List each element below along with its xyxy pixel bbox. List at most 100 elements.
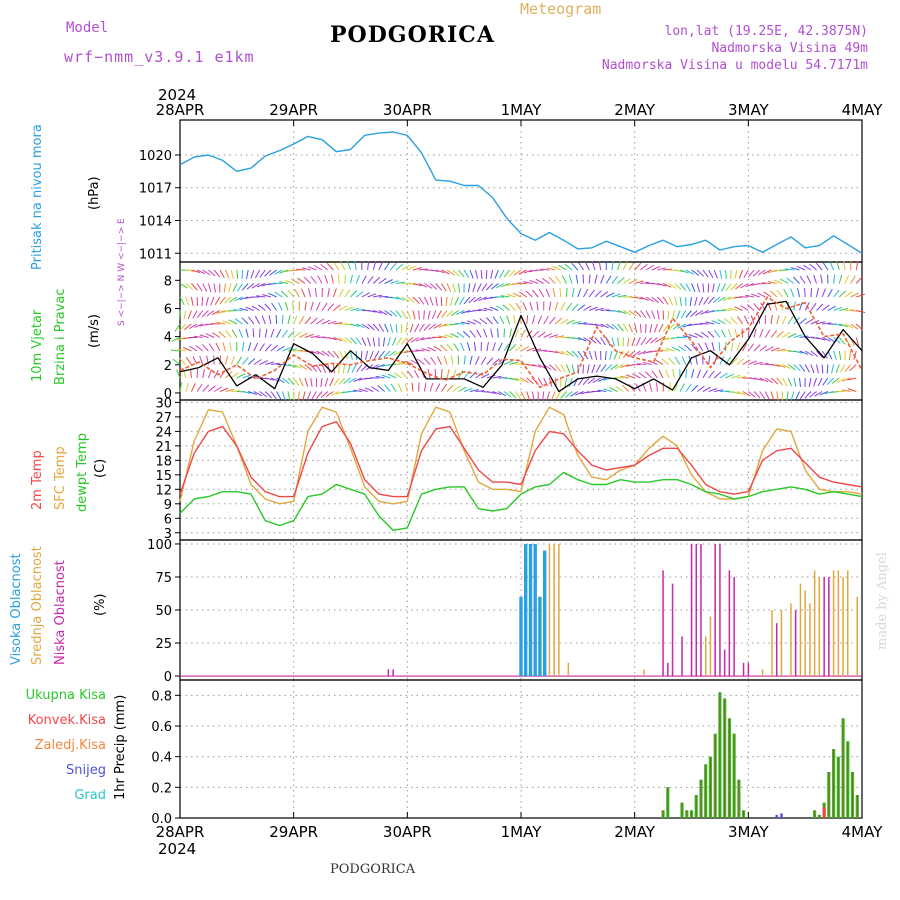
wind-arrow: [404, 360, 414, 365]
wind-arrow: [183, 310, 187, 320]
wind-arrow: [719, 269, 723, 279]
wind-arrow: [572, 337, 582, 341]
wind-arrow: [684, 344, 692, 352]
wind-arrow: [566, 350, 574, 357]
wind-arrow: [582, 377, 590, 385]
wind-arrow: [543, 364, 552, 371]
wind-arrow: [555, 275, 562, 284]
wind-arrow: [799, 377, 801, 387]
wind-arrow: [218, 331, 226, 338]
wind-arrow: [449, 323, 459, 326]
wind-arrow: [564, 263, 573, 271]
wind-arrow: [421, 348, 431, 352]
wind-arrow: [182, 347, 192, 352]
wind-arrow: [855, 337, 860, 347]
wind-arrow: [816, 337, 826, 341]
wind-arrow: [320, 377, 323, 387]
wind-arrow: [191, 283, 198, 291]
wind-arrow: [520, 329, 526, 338]
precip-bar-inner: [705, 764, 707, 818]
wind-arrow: [497, 342, 503, 352]
wind-arrow: [580, 391, 590, 395]
wind-arrow: [483, 296, 493, 300]
wind-arrow: [655, 337, 664, 343]
wind-arrow: [438, 323, 448, 328]
wind-arrow: [350, 307, 360, 311]
wind-arrow: [469, 269, 474, 279]
wind-arrow: [817, 377, 823, 387]
wind-arrow: [532, 330, 540, 338]
wind-arrow: [514, 345, 523, 352]
wind-arrow: [440, 383, 448, 392]
wind-arrow: [455, 322, 465, 325]
wind-arrow: [799, 350, 809, 355]
wind-arrow: [615, 364, 624, 370]
wind-arrow: [412, 267, 422, 271]
wind-arrow: [701, 331, 709, 338]
precip-bar-inner: [700, 779, 702, 818]
wind-arrow: [371, 386, 380, 392]
wind-arrow: [560, 391, 567, 399]
wind-arrow: [261, 315, 266, 325]
wind-arrow: [321, 364, 327, 373]
wind-arrow: [691, 269, 700, 276]
wind-arrow: [523, 281, 533, 284]
precip-bar-inner: [733, 733, 735, 818]
wind-arrow: [418, 296, 425, 305]
wind-arrow: [228, 283, 232, 293]
y-tick-label: 1017: [139, 182, 172, 197]
wind-arrow: [301, 288, 306, 298]
wind-arrow: [531, 391, 535, 401]
wind-arrow: [435, 383, 441, 392]
model-elevation-label: Nadmorska Visina u modelu 54.7171m: [601, 58, 868, 73]
wind-arrow: [179, 296, 185, 306]
wind-arrow: [653, 323, 658, 333]
wind-arrow: [640, 296, 649, 301]
wind-arrow: [529, 301, 533, 311]
wind-arrow: [189, 323, 198, 330]
wind-arrow: [199, 355, 204, 365]
wind-arrow: [707, 296, 715, 305]
wind-arrow: [759, 377, 769, 383]
y-tick-label: 24: [155, 425, 172, 440]
wind-arrow: [514, 391, 521, 400]
wind-arrow: [238, 329, 243, 338]
station-title: PODGORICA: [330, 22, 495, 48]
wind-arrow: [269, 269, 277, 276]
wind-arrow: [378, 310, 388, 316]
wind-arrow: [284, 301, 289, 311]
wind-arrow: [762, 282, 772, 284]
wind-arrow: [298, 315, 305, 325]
wind-arrow: [361, 292, 370, 298]
wind-arrow: [712, 283, 715, 293]
wind-arrow: [770, 377, 779, 385]
wind-arrow: [536, 301, 539, 311]
temp-2m-line: [179, 421, 863, 498]
wind-arrow: [708, 269, 714, 279]
wind-arrow: [790, 267, 800, 271]
cloud-label-3: Niska Oblacnost: [53, 560, 68, 665]
panel-frame: [179, 399, 863, 541]
wind-arrow: [265, 361, 275, 365]
wind-arrow: [475, 390, 485, 392]
wind-arrow: [784, 268, 794, 271]
wind-arrow: [517, 282, 527, 284]
wind-arrow: [333, 350, 340, 359]
wind-arrow: [314, 288, 317, 298]
wind-arrow: [804, 287, 806, 298]
cloud-bar: [723, 649, 726, 676]
wind-arrow: [347, 261, 351, 271]
wind-arrow: [304, 364, 313, 371]
wind-arrow: [577, 377, 584, 386]
wind-arrow: [623, 310, 632, 316]
wind-arrow: [310, 350, 320, 355]
wind-arrow: [415, 349, 425, 352]
wind-arrow: [626, 374, 635, 379]
wind-arrow: [611, 276, 618, 284]
wind-arrow: [747, 328, 750, 338]
wind-arrow: [509, 344, 517, 352]
wind-arrow: [229, 342, 232, 352]
wind-arrow: [423, 382, 427, 392]
wind-arrow: [230, 372, 239, 379]
wind-arrow: [418, 268, 428, 271]
